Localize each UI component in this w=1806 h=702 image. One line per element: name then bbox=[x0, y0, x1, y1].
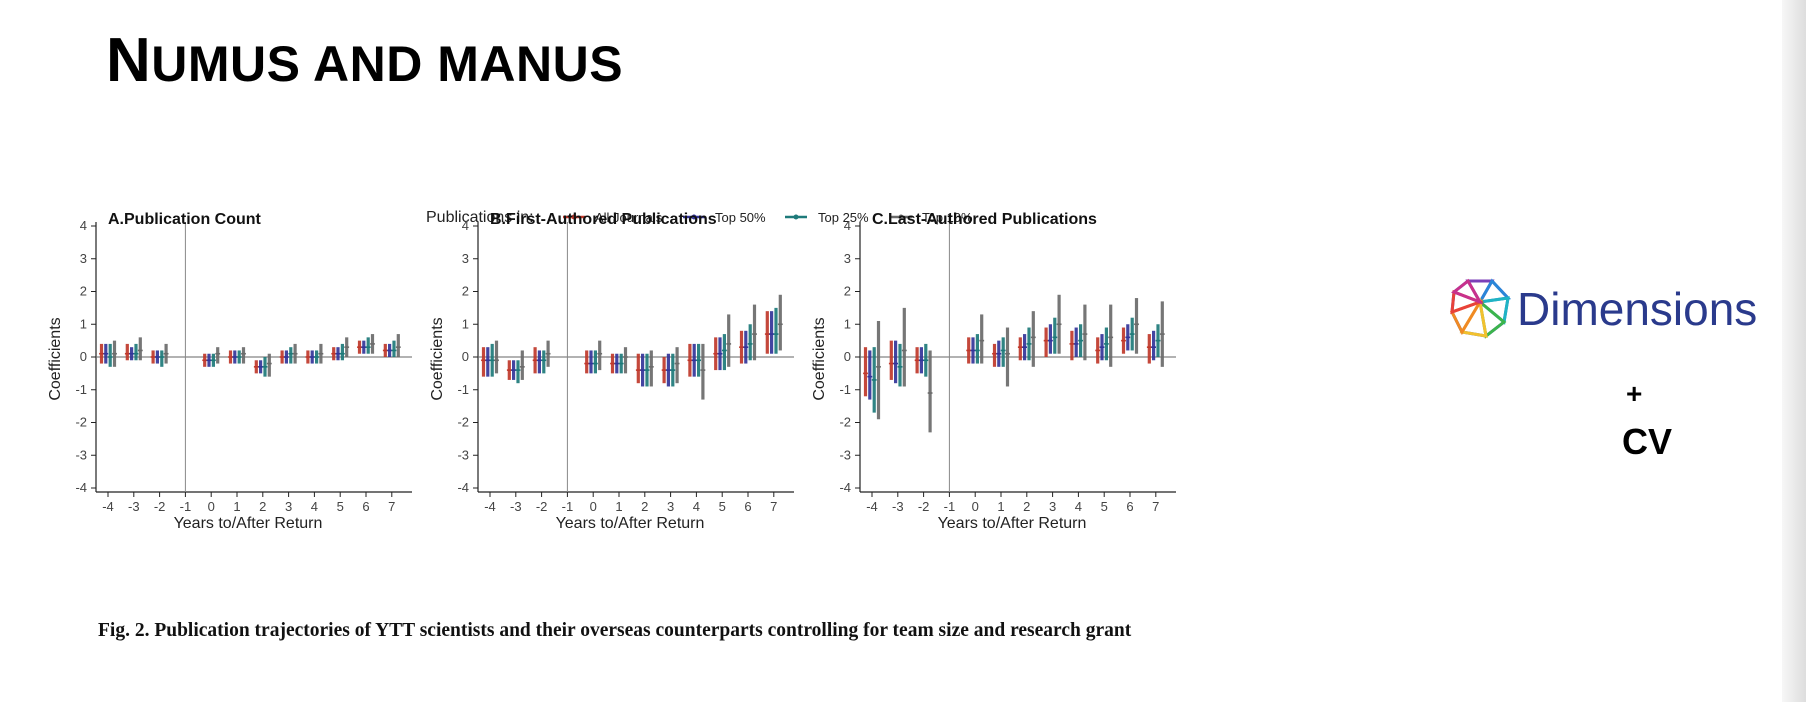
x-tick-label: 0 bbox=[590, 499, 597, 514]
y-tick-label: -4 bbox=[457, 480, 469, 495]
legend-label: Top 25% bbox=[818, 210, 869, 225]
x-tick-label: -2 bbox=[536, 499, 548, 514]
legend-item-top-25: Top 25% bbox=[785, 210, 869, 225]
y-tick-label: -4 bbox=[75, 480, 87, 495]
y-tick-label: -3 bbox=[839, 447, 851, 462]
x-tick-label: -1 bbox=[944, 499, 956, 514]
x-tick-label: -4 bbox=[866, 499, 878, 514]
y-tick-label: -1 bbox=[75, 382, 87, 397]
y-tick-label: 0 bbox=[462, 349, 469, 364]
x-axis-title: Years to/After Return bbox=[174, 515, 323, 532]
x-tick-label: -3 bbox=[892, 499, 904, 514]
y-tick-label: 1 bbox=[462, 316, 469, 331]
x-tick-label: -3 bbox=[128, 499, 140, 514]
x-tick-label: 4 bbox=[693, 499, 700, 514]
x-tick-label: 1 bbox=[997, 499, 1004, 514]
x-tick-label: 6 bbox=[362, 499, 369, 514]
y-tick-label: 1 bbox=[80, 316, 87, 331]
panel-publication-count: A.Publication Count 4 3 2 1 0 -1 -2 -3 -4 -4 -3 -2 -1… bbox=[47, 211, 412, 532]
x-tick-label: 6 bbox=[1126, 499, 1133, 514]
x-tick-label: 7 bbox=[1152, 499, 1159, 514]
y-tick-label: 2 bbox=[462, 284, 469, 299]
y-axis-title: Coefficients bbox=[47, 317, 64, 400]
panel-first-authored: B.First-Authored Publications 4 3 2 1 0 -1 -2 -3… bbox=[429, 211, 794, 532]
x-tick-label: 5 bbox=[1101, 499, 1108, 514]
y-axis-title: Coefficients bbox=[429, 317, 446, 400]
y-tick-label: 3 bbox=[80, 251, 87, 266]
y-tick-label: 4 bbox=[844, 218, 851, 233]
x-axis-title: Years to/After Return bbox=[938, 515, 1087, 532]
y-tick-label: -3 bbox=[75, 447, 87, 462]
x-tick-label: 3 bbox=[285, 499, 292, 514]
x-tick-label: 0 bbox=[972, 499, 979, 514]
y-tick-label: 2 bbox=[844, 284, 851, 299]
x-tick-label: 3 bbox=[1049, 499, 1056, 514]
legend-label: All Journals bbox=[595, 210, 663, 225]
legend-label: Top 10% bbox=[922, 210, 973, 225]
x-tick-label: 1 bbox=[615, 499, 622, 514]
legend-label: Top 50% bbox=[715, 210, 766, 225]
x-tick-label: 0 bbox=[208, 499, 215, 514]
panel-title: B.First-Authored Publications bbox=[490, 211, 717, 228]
y-tick-label: 1 bbox=[844, 316, 851, 331]
x-tick-label: 3 bbox=[667, 499, 674, 514]
x-tick-label: -2 bbox=[918, 499, 930, 514]
y-tick-label: -1 bbox=[839, 382, 851, 397]
y-tick-label: 3 bbox=[844, 251, 851, 266]
x-tick-label: 6 bbox=[744, 499, 751, 514]
y-tick-label: -2 bbox=[75, 415, 87, 430]
y-tick-label: 3 bbox=[462, 251, 469, 266]
y-tick-label: -2 bbox=[457, 415, 469, 430]
cv-label: CV bbox=[1622, 421, 1673, 462]
slide-title-initial: N bbox=[106, 26, 152, 95]
x-tick-label: 5 bbox=[337, 499, 344, 514]
legend-item-top-10: Top 10% bbox=[890, 210, 973, 225]
x-tick-label: 7 bbox=[388, 499, 395, 514]
figure-panels: Publications in: All Journals Top 50% To… bbox=[47, 209, 1176, 532]
dimensions-logo-icon bbox=[1449, 278, 1512, 339]
figure-caption: Fig. 2. Publication trajectories of YTT … bbox=[98, 620, 1132, 641]
slide-title: NUMUS AND MANUS bbox=[106, 30, 623, 92]
x-tick-label: -3 bbox=[510, 499, 522, 514]
window-edge-shadow bbox=[1782, 0, 1806, 702]
panel-title: C.Last-Authored Publications bbox=[872, 211, 1097, 228]
x-tick-label: -4 bbox=[484, 499, 496, 514]
plus-sign: + bbox=[1626, 378, 1643, 409]
y-tick-label: 0 bbox=[844, 349, 851, 364]
x-tick-label: 2 bbox=[1023, 499, 1030, 514]
x-tick-label: -1 bbox=[180, 499, 192, 514]
y-tick-label: 2 bbox=[80, 284, 87, 299]
x-tick-label: 7 bbox=[770, 499, 777, 514]
legend-title: Publications in: bbox=[426, 209, 534, 226]
x-tick-label: -2 bbox=[154, 499, 166, 514]
y-tick-label: -4 bbox=[839, 480, 851, 495]
slide-title-rest: UMUS AND MANUS bbox=[151, 36, 624, 92]
panel-title: A.Publication Count bbox=[108, 211, 262, 228]
x-tick-label: 2 bbox=[259, 499, 266, 514]
y-axis-title: Coefficients bbox=[811, 317, 828, 400]
dimensions-logo-text: Dimensions bbox=[1517, 283, 1758, 335]
y-tick-label: 4 bbox=[80, 218, 87, 233]
x-axis-title: Years to/After Return bbox=[556, 515, 705, 532]
y-tick-label: -1 bbox=[457, 382, 469, 397]
y-tick-label: 0 bbox=[80, 349, 87, 364]
panel-last-authored: C.Last-Authored Publications43210-1-2-3-… bbox=[811, 211, 1176, 532]
y-tick-label: -2 bbox=[839, 415, 851, 430]
y-tick-label: 4 bbox=[462, 218, 469, 233]
x-tick-label: 1 bbox=[233, 499, 240, 514]
legend-item-all-journals: All Journals bbox=[563, 210, 663, 225]
x-tick-label: 4 bbox=[1075, 499, 1082, 514]
x-tick-label: 5 bbox=[719, 499, 726, 514]
x-tick-label: 4 bbox=[311, 499, 318, 514]
y-tick-label: -3 bbox=[457, 447, 469, 462]
legend-item-top-50: Top 50% bbox=[683, 210, 766, 225]
x-tick-label: 2 bbox=[641, 499, 648, 514]
x-tick-label: -1 bbox=[562, 499, 574, 514]
x-tick-label: -4 bbox=[102, 499, 114, 514]
chart-legend: Publications in: All Journals Top 50% To… bbox=[426, 209, 973, 226]
